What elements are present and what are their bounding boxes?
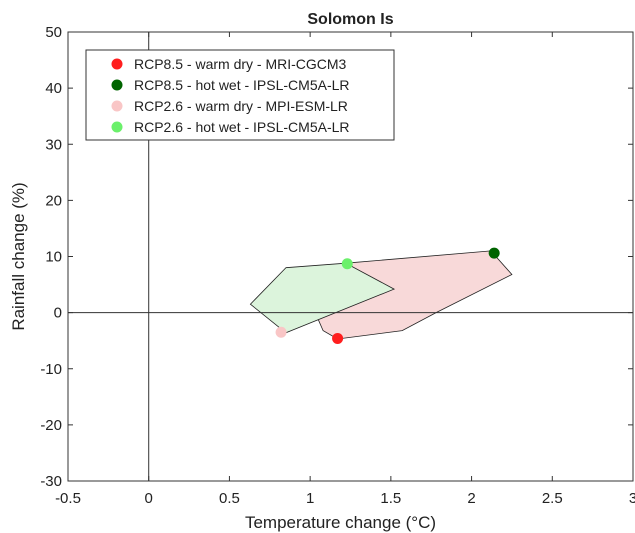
x-axis-label: Temperature change (°C) [245,513,436,532]
legend-marker [111,100,123,112]
legend-label: RCP2.6 - warm dry - MPI-ESM-LR [134,98,348,114]
x-tick-label: 2 [467,490,475,507]
data-point-2 [488,247,500,259]
y-tick-label: 50 [45,24,62,41]
legend-label: RCP8.5 - warm dry - MRI-CGCM3 [134,56,347,72]
chart-title: Solomon Is [307,11,393,28]
x-tick-label: 3 [629,490,635,507]
data-point-3 [275,326,287,338]
legend: RCP8.5 - warm dry - MRI-CGCM3 RCP8.5 - ho… [85,49,395,141]
legend-marker [111,121,123,133]
legend-box [85,49,395,141]
y-tick-label: 40 [45,80,62,97]
y-tick-label: 0 [54,305,62,322]
x-tick-label: 0.5 [219,490,240,507]
data-points [275,247,500,344]
data-point-1 [332,332,344,344]
y-tick-label: 30 [45,136,62,153]
legend-label: RCP2.6 - hot wet - IPSL-CM5A-LR [134,119,350,135]
x-tick-label: 1 [306,490,314,507]
region-2 [249,262,396,334]
y-tick-label: -30 [40,473,62,490]
legend-marker [111,58,123,70]
y-tick-label: 10 [45,249,62,266]
y-tick-label: 20 [45,192,62,209]
legend-marker [111,79,123,91]
x-tick-label: 0 [145,490,153,507]
x-tick-label: 2.5 [542,490,563,507]
x-tick-label: -0.5 [55,490,81,507]
y-tick-label: -10 [40,361,62,378]
legend-label: RCP8.5 - hot wet - IPSL-CM5A-LR [134,77,350,93]
x-tick-label: 1.5 [380,490,401,507]
y-tick-label: -20 [40,417,62,434]
axis-ticks: -0.5 0 0.5 1 1.5 2 2.5 3 -30 -20 -10 0 10 20 30 40 50 [40,24,635,507]
y-axis-label: Rainfall change (%) [9,182,28,330]
data-point-4 [341,258,353,270]
